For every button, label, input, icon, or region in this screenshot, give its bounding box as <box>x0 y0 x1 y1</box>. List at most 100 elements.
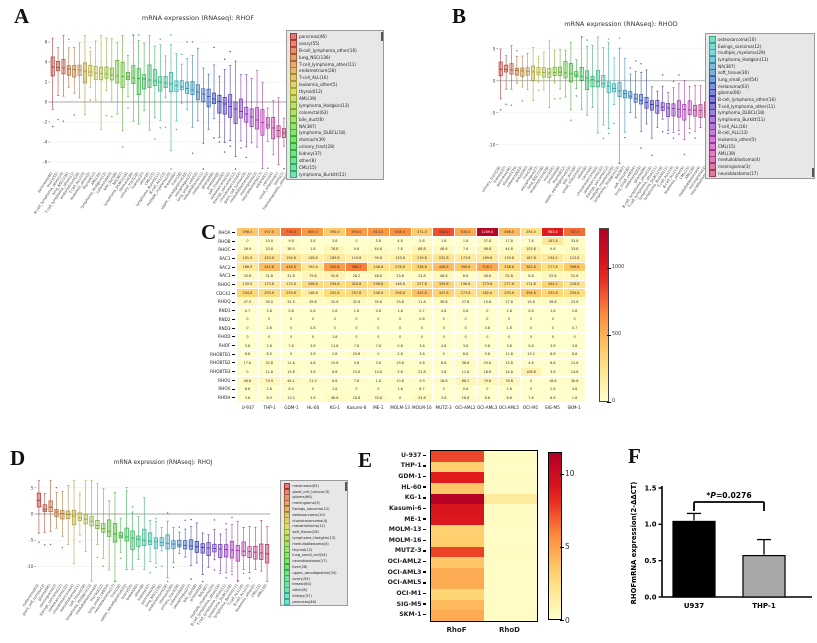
heatmap-col-label: KG-1 <box>329 405 340 410</box>
panel-a-legend[interactable]: pancreas(46) ovary(55) B-cell_lymphoma_oth… <box>286 30 384 180</box>
heatmap-col-label: MOLM-16 <box>412 405 432 410</box>
row-tick <box>232 231 235 233</box>
box <box>104 66 109 79</box>
box <box>72 65 77 78</box>
heatmap-cell: 48.8 <box>367 271 389 280</box>
outlier-dot <box>121 146 124 148</box>
heatmap-cell: 18.8 <box>433 376 455 385</box>
heatmap-cell: 8.8 <box>455 271 476 280</box>
legend-item-label: multiple_myeloma(29) <box>718 50 766 56</box>
heatmap-cell: 3.8 <box>433 368 455 376</box>
box <box>693 104 698 117</box>
heatmap-cell: 0.8 <box>455 385 476 394</box>
outlier-dot <box>602 137 604 140</box>
row-tick <box>423 550 426 552</box>
colorbar-tick <box>607 402 611 403</box>
outlier-dot <box>213 569 216 571</box>
outlier-dot <box>213 46 215 49</box>
panel-b-legend[interactable]: osteosarcoma(10) Ewings_sarcoma(12) multip… <box>705 33 815 179</box>
legend-scrollbar-thumb[interactable] <box>344 482 347 491</box>
heatmap-row-label: RHOV <box>218 386 235 392</box>
outlier-dot <box>170 34 172 36</box>
heatmap-cell: 17.8 <box>498 236 520 245</box>
heatmap-cell: 23.8 <box>411 271 433 280</box>
panel-d-legend[interactable]: melanoma(63) giant_cell_tumour(3) glioma(6… <box>280 480 348 606</box>
heatmap-cell: 33.8 <box>237 271 258 280</box>
panel-c-col-labels: U-937 THP-1 GDM-1 HL-60 KG-1 Kasumi-6 ME-1 MOLM… <box>237 405 585 413</box>
outlier-dot <box>175 128 178 131</box>
legend-scrollbar-thumb[interactable] <box>380 32 383 41</box>
heatmap-cell: 0.8 <box>389 341 411 350</box>
significance-label: *P=0.0276 <box>706 491 751 500</box>
box <box>201 88 206 103</box>
outlier-dot <box>170 168 172 170</box>
legend-item-label: ovary(55) <box>299 40 320 46</box>
legend-item-label: pancreas(46) <box>292 599 317 604</box>
legend-swatch <box>290 32 297 40</box>
heatmap-cell <box>484 472 537 483</box>
heatmap-cell: 8.9 <box>258 394 280 402</box>
legend-scrollbar-thumb[interactable] <box>811 168 814 177</box>
heatmap-cell: 0.8 <box>455 306 476 315</box>
heatmap-cell: 44.1 <box>280 376 302 385</box>
outlier-dot <box>68 38 70 40</box>
outlier-dot <box>114 580 116 583</box>
heatmap-col-label: THP-1 <box>263 405 276 410</box>
heatmap-col-label: OCI-AML2 <box>455 405 476 410</box>
heatmap-cell: 398.8 <box>564 263 585 271</box>
outlier-dot <box>635 60 637 62</box>
heatmap-cell: 8.8 <box>476 394 498 402</box>
legend-swatch <box>290 129 297 137</box>
row-tick <box>423 507 426 510</box>
heatmap-cell: 0 <box>455 315 476 324</box>
heatmap-cell: 0 <box>389 333 411 341</box>
heatmap-cell: 0.8 <box>302 324 324 332</box>
heatmap-cell: 32.8 <box>258 359 280 367</box>
heatmap-cell: 11.8 <box>258 368 280 376</box>
heatmap-cell: 1249.0 <box>476 228 498 236</box>
heatmap-cell: 194.8 <box>280 254 302 262</box>
legend-swatch <box>290 74 297 82</box>
heatmap-cell: 0 <box>367 315 389 324</box>
colorbar-tick-label: 0 <box>565 615 570 625</box>
heatmap-col-label: OCI-AML5 <box>498 405 520 410</box>
heatmap-row-label: RAC1 <box>219 255 235 261</box>
heatmap-cell: 4.8 <box>520 359 542 367</box>
heatmap-cell: 92.8 <box>498 271 520 280</box>
panel-d-title: mRNA expression (RNAseq): RHOJ <box>113 460 213 466</box>
legend-swatch <box>709 116 716 124</box>
box <box>56 60 61 72</box>
heatmap-cell: 0 <box>433 350 455 359</box>
y-tick-label: 0.5 <box>644 557 656 565</box>
box <box>136 535 141 547</box>
box <box>249 108 254 127</box>
outlier-dot <box>219 572 221 574</box>
heatmap-cell: 0 <box>367 385 389 394</box>
heatmap-cell: 32.6 <box>346 298 367 306</box>
heatmap-cell <box>431 504 484 515</box>
legend-item: thyroid(12) <box>290 88 379 96</box>
heatmap-cell: 394.8 <box>520 289 542 297</box>
heatmap-cell: 0 <box>367 333 389 341</box>
heatmap-cell: 0 <box>476 315 498 324</box>
legend-item-label: medulloblastoma(4) <box>292 541 329 546</box>
heatmap-cell: 76.8 <box>498 376 520 385</box>
heatmap-cell: 2.8 <box>258 324 280 332</box>
heatmap-cell: 4.8 <box>302 359 324 367</box>
panel-e-col-labels: RhoF RhoD <box>430 626 536 636</box>
x-tick-label: other(8) <box>134 583 146 598</box>
heatmap-cell: 33.8 <box>564 236 585 245</box>
heatmap-cell: 5.8 <box>389 368 411 376</box>
legend-item: CML(15) <box>290 163 379 171</box>
heatmap-cell: 277.8 <box>498 280 520 289</box>
y-tick-label: 1.0 <box>644 521 656 529</box>
heatmap-col-label: OCI-AML3 <box>476 405 498 410</box>
heatmap-cell: 3.8 <box>367 359 389 367</box>
heatmap-row-label: RHOG <box>217 282 235 288</box>
panel-f-plot: 0.0 0.5 1.0 1.5 RHOFmRNA expression(2-ΔΔCT) U… <box>630 482 812 610</box>
legend-item-label: lymphoma_DLBCL(18) <box>718 110 765 116</box>
legend-item-label: B-cell_lymphoma_other(16) <box>299 47 357 53</box>
panel-d-boxplot: mRNA expression (RNAseq): RHOJ 5 0 -5 -10 me… <box>8 444 348 643</box>
panel-a-title: mRNA expression (RNAseq): RHOF <box>141 14 255 22</box>
heatmap-cell: 0.7 <box>411 306 433 315</box>
